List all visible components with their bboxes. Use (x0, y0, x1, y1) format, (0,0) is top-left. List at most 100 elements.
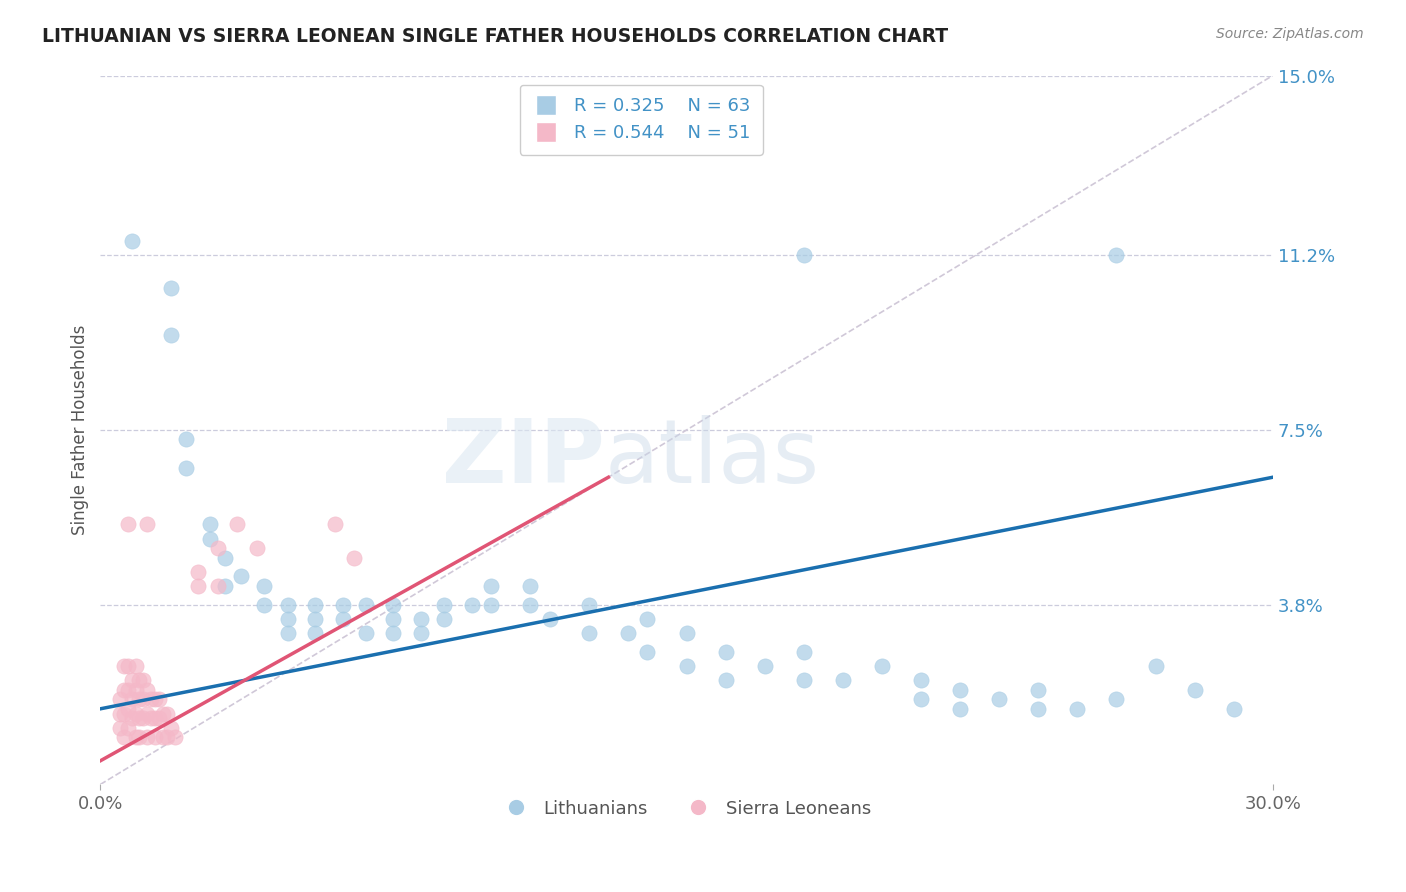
Point (207, 541, 229, 555)
Point (617, 626, 640, 640)
Point (253, 598, 276, 612)
Point (910, 673, 932, 688)
Point (714, 645, 737, 659)
Point (229, 569, 252, 583)
Point (159, 721, 181, 735)
Point (121, 234, 143, 248)
Point (1105, 692, 1128, 706)
Text: ZIP: ZIP (441, 415, 605, 502)
Point (108, 692, 131, 706)
Point (117, 517, 139, 532)
Point (136, 682, 159, 697)
Point (152, 730, 174, 744)
Point (460, 598, 482, 612)
Point (433, 612, 456, 626)
Point (1184, 682, 1206, 697)
Point (128, 711, 150, 725)
Point (304, 626, 326, 640)
Point (148, 692, 170, 706)
Point (793, 248, 815, 262)
Point (214, 579, 236, 593)
Point (108, 706, 131, 721)
Point (253, 579, 276, 593)
Point (793, 645, 815, 659)
Point (128, 730, 150, 744)
Point (226, 517, 249, 532)
Y-axis label: Single Father Households: Single Father Households (72, 325, 89, 535)
Point (152, 706, 174, 721)
Point (1026, 682, 1049, 697)
Point (332, 612, 354, 626)
Point (910, 692, 932, 706)
Point (132, 692, 155, 706)
Point (519, 579, 541, 593)
Point (156, 706, 179, 721)
Point (1222, 702, 1244, 716)
Point (121, 711, 143, 725)
Point (382, 598, 405, 612)
Point (112, 730, 135, 744)
Point (637, 612, 659, 626)
Point (409, 626, 432, 640)
Point (949, 682, 972, 697)
Point (198, 517, 221, 532)
Text: LITHUANIAN VS SIERRA LEONEAN SINGLE FATHER HOUSEHOLDS CORRELATION CHART: LITHUANIAN VS SIERRA LEONEAN SINGLE FATH… (42, 27, 948, 45)
Point (136, 517, 159, 532)
Point (382, 612, 405, 626)
Point (988, 692, 1011, 706)
Point (714, 673, 737, 688)
Point (132, 711, 155, 725)
Point (136, 730, 159, 744)
Point (187, 565, 209, 579)
Point (117, 702, 139, 716)
Point (1066, 702, 1088, 716)
Point (382, 626, 405, 640)
Text: atlas: atlas (605, 415, 820, 502)
Point (637, 645, 659, 659)
Point (141, 711, 163, 725)
Point (343, 550, 366, 565)
Point (163, 730, 186, 744)
Point (214, 550, 236, 565)
Point (117, 721, 139, 735)
Point (1144, 659, 1167, 673)
Point (198, 532, 221, 546)
Point (675, 659, 697, 673)
Point (277, 626, 299, 640)
Point (117, 659, 139, 673)
Point (143, 711, 166, 725)
Point (277, 612, 299, 626)
Point (141, 692, 163, 706)
Point (479, 579, 502, 593)
Point (112, 682, 135, 697)
Point (304, 612, 326, 626)
Point (332, 598, 354, 612)
Point (121, 692, 143, 706)
Point (143, 730, 166, 744)
Point (176, 433, 198, 447)
Point (1026, 702, 1049, 716)
Point (793, 673, 815, 688)
Point (112, 706, 135, 721)
Point (143, 692, 166, 706)
Legend: Lithuanians, Sierra Leoneans: Lithuanians, Sierra Leoneans (495, 793, 879, 825)
Point (578, 626, 600, 640)
Point (831, 673, 853, 688)
Point (538, 612, 561, 626)
Point (870, 659, 893, 673)
Point (156, 730, 179, 744)
Point (304, 598, 326, 612)
Point (433, 598, 456, 612)
Point (354, 598, 377, 612)
Point (949, 702, 972, 716)
Point (159, 281, 181, 295)
Point (578, 598, 600, 612)
Point (124, 730, 146, 744)
Point (354, 626, 377, 640)
Point (108, 721, 131, 735)
Point (124, 659, 146, 673)
Point (207, 579, 229, 593)
Point (132, 673, 155, 688)
Point (117, 682, 139, 697)
Point (323, 517, 346, 532)
